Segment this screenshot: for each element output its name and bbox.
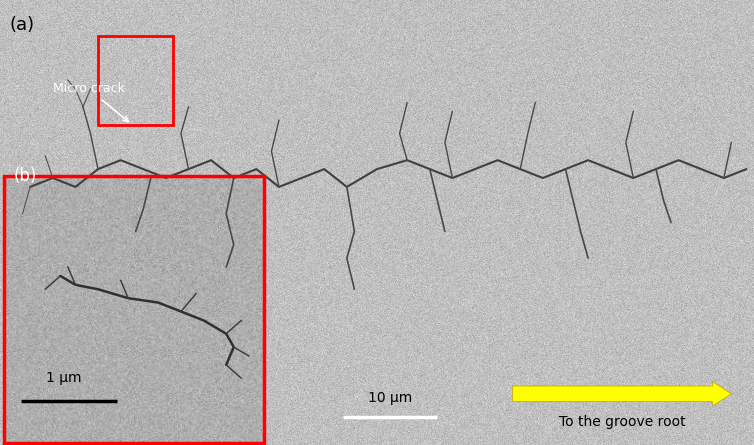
Text: Micro crack: Micro crack	[53, 82, 128, 121]
Text: To the groove root: To the groove root	[559, 415, 685, 429]
FancyArrow shape	[513, 381, 731, 406]
Text: 1 μm: 1 μm	[46, 371, 82, 385]
Bar	[4, 176, 264, 443]
Bar	[98, 36, 173, 125]
Text: (a): (a)	[9, 16, 34, 33]
Text: 10 μm: 10 μm	[368, 391, 412, 405]
Text: (b): (b)	[14, 167, 37, 185]
